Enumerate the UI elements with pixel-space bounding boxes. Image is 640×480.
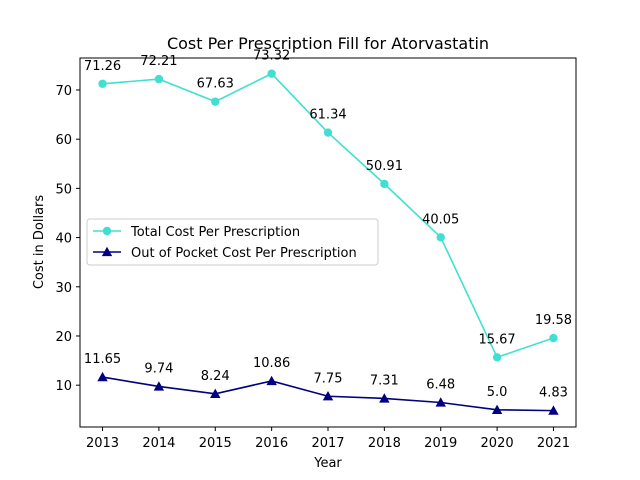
x-axis: 2013 2014 2015 2016 2017 2018 2019 2020 2021 (86, 427, 570, 451)
data-label: 67.63 (197, 77, 234, 92)
series-layer (97, 69, 559, 415)
x-tick-label: 2019 (424, 436, 457, 451)
data-point (97, 371, 108, 382)
data-point (322, 391, 334, 401)
x-tick-label: 2017 (311, 436, 344, 451)
data-point (492, 353, 502, 362)
data-label: 71.26 (84, 59, 121, 74)
y-tick-label: 70 (55, 84, 72, 99)
x-tick-label: 2014 (142, 436, 175, 451)
series-out-of-pocket-cost (97, 371, 559, 415)
x-tick-label: 2016 (255, 436, 288, 451)
data-point (210, 388, 221, 398)
legend-item: Total Cost Per Prescription (93, 225, 300, 240)
y-tick-label: 50 (55, 182, 72, 197)
data-label: 11.65 (84, 352, 121, 367)
y-tick-label: 30 (55, 281, 72, 296)
data-label: 9.74 (144, 361, 173, 376)
data-point (548, 405, 559, 415)
data-label: 15.67 (478, 332, 515, 347)
data-point (154, 74, 164, 84)
legend-marker (101, 246, 113, 257)
y-tick-label: 10 (55, 379, 72, 394)
legend-item: Out of Pocket Cost Per Prescription (93, 246, 357, 261)
data-label: 4.83 (539, 386, 568, 401)
data-label: 61.34 (309, 108, 346, 123)
data-label: 5.0 (487, 385, 508, 400)
legend-label: Out of Pocket Cost Per Prescription (131, 246, 357, 261)
chart-title: Cost Per Prescription Fill for Atorvasta… (167, 34, 489, 53)
data-point (436, 233, 445, 242)
data-label: 8.24 (201, 369, 230, 384)
legend-box (86, 218, 379, 266)
y-tick-label: 40 (55, 232, 72, 247)
data-label: 72.21 (140, 54, 177, 69)
x-tick-label: 2020 (481, 436, 514, 451)
x-axis-label: Year (313, 456, 342, 471)
y-tick-label: 60 (55, 133, 72, 148)
data-label: 7.31 (370, 373, 399, 388)
y-axis: 10 20 30 40 50 60 70 (55, 84, 80, 394)
data-point (267, 69, 276, 78)
series-total-cost (98, 69, 558, 362)
x-tick-label: 2018 (368, 436, 401, 451)
x-tick-label: 2021 (537, 436, 570, 451)
legend-label: Total Cost Per Prescription (130, 225, 300, 240)
data-label-layer: 71.26 72.21 67.63 73.32 61.34 50.91 40.05 15.67… (84, 49, 572, 401)
legend-marker (102, 226, 112, 236)
data-label: 50.91 (366, 159, 403, 174)
data-label: 19.58 (535, 313, 572, 328)
data-point (98, 79, 107, 88)
y-axis-label: Cost in Dollars (32, 195, 47, 290)
legend: Total Cost Per Prescription Out of Pocket… (86, 218, 379, 266)
data-label: 73.32 (253, 49, 290, 64)
data-label: 7.75 (314, 371, 343, 386)
data-label: 10.86 (253, 356, 290, 371)
data-label: 6.48 (426, 377, 455, 392)
data-point (549, 333, 558, 343)
data-point (491, 404, 503, 414)
data-label: 40.05 (422, 212, 459, 227)
data-point (211, 97, 220, 106)
y-tick-label: 20 (55, 330, 72, 345)
data-point (379, 393, 390, 403)
data-point (153, 381, 165, 391)
data-point (435, 397, 446, 407)
x-tick-label: 2015 (199, 436, 232, 451)
data-point (266, 375, 277, 386)
data-point (380, 179, 389, 189)
x-tick-label: 2013 (86, 436, 119, 451)
data-point (323, 128, 333, 137)
